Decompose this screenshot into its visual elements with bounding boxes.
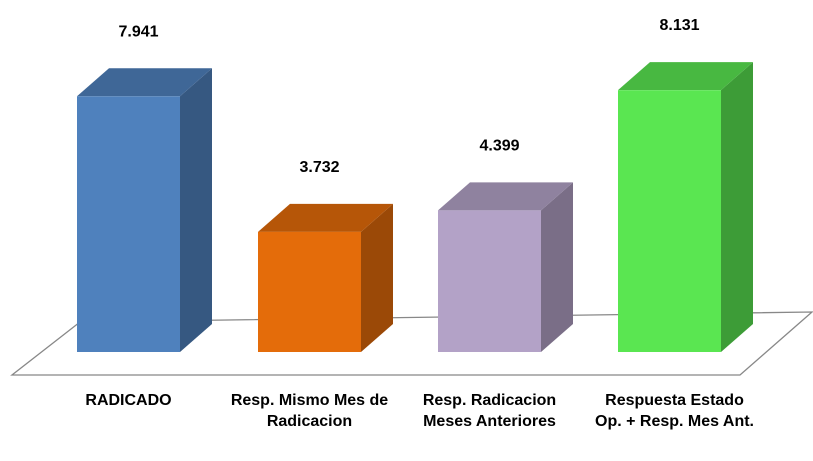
category-label: RADICADO	[85, 392, 172, 409]
bar	[618, 90, 721, 353]
bar	[438, 210, 541, 352]
bar-side	[541, 182, 573, 352]
value-label: 7.941	[118, 23, 158, 40]
bar-top	[258, 203, 393, 232]
value-label: 3.732	[299, 159, 339, 176]
bar	[77, 96, 180, 352]
floor	[10, 311, 813, 376]
bar-side	[721, 62, 753, 353]
category-label: Resp. Mismo Mes de Radicacion	[230, 392, 389, 430]
bar	[258, 231, 361, 352]
value-label: 4.399	[479, 137, 519, 154]
bar-top	[618, 62, 753, 91]
bar-side	[180, 68, 212, 352]
bar-side	[361, 203, 393, 352]
category-label: Respuesta Estado Op. + Resp. Mes Ant.	[595, 392, 754, 430]
value-label: 8.131	[659, 17, 699, 34]
category-label: Resp. Radicacion Meses Anteriores	[422, 392, 557, 430]
bar-top	[77, 68, 212, 97]
bar-top	[438, 182, 573, 211]
